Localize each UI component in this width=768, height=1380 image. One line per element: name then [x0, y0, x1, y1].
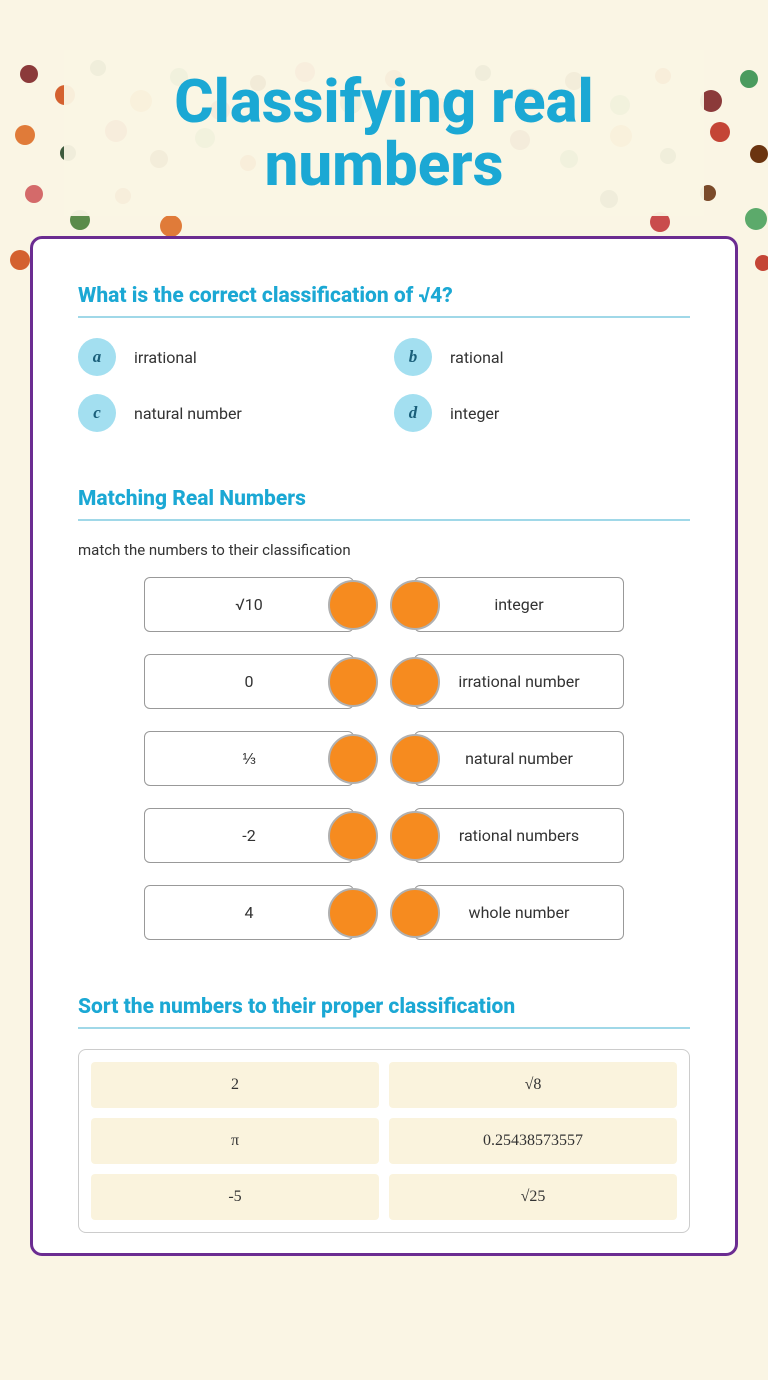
mc-option-b[interactable]: b rational — [394, 338, 690, 376]
match-left-item[interactable]: -2 — [144, 808, 354, 863]
match-connector-dot[interactable] — [328, 657, 378, 707]
match-connector-dot[interactable] — [390, 888, 440, 938]
mc-text-c: natural number — [134, 404, 242, 423]
sort-chip[interactable]: 2 — [91, 1062, 379, 1108]
match-connector-dot[interactable] — [390, 657, 440, 707]
match-right-item[interactable]: natural number — [414, 731, 624, 786]
match-connector-dot[interactable] — [328, 888, 378, 938]
match-connector-dot[interactable] — [390, 734, 440, 784]
sort-chip[interactable]: √8 — [389, 1062, 677, 1108]
mc-letter-d: d — [394, 394, 432, 432]
title-container: Classifying real numbers — [64, 50, 704, 216]
match-connector-dot[interactable] — [328, 734, 378, 784]
match-right-item[interactable]: rational numbers — [414, 808, 624, 863]
mc-text-a: irrational — [134, 348, 197, 367]
match-left-column: √10 0 ⅓ -2 4 — [144, 577, 354, 940]
match-connector-dot[interactable] — [390, 811, 440, 861]
question-1-title: What is the correct classification of √4… — [78, 284, 690, 318]
match-connector-dot[interactable] — [328, 580, 378, 630]
sort-chip[interactable]: π — [91, 1118, 379, 1164]
match-connector-dot[interactable] — [390, 580, 440, 630]
match-connector-dot[interactable] — [328, 811, 378, 861]
mc-text-d: integer — [450, 404, 499, 423]
match-left-item[interactable]: 0 — [144, 654, 354, 709]
question-3-title: Sort the numbers to their proper classif… — [78, 995, 690, 1029]
worksheet-card: What is the correct classification of √4… — [30, 236, 738, 1256]
mc-letter-a: a — [78, 338, 116, 376]
question-2-title: Matching Real Numbers — [78, 487, 690, 521]
match-right-item[interactable]: irrational number — [414, 654, 624, 709]
sort-chip[interactable]: 0.25438573557 — [389, 1118, 677, 1164]
match-left-item[interactable]: √10 — [144, 577, 354, 632]
matching-grid: √10 0 ⅓ -2 4 integer irrational number natural… — [78, 577, 690, 940]
sort-chip[interactable]: -5 — [91, 1174, 379, 1220]
mc-letter-b: b — [394, 338, 432, 376]
match-left-item[interactable]: 4 — [144, 885, 354, 940]
match-right-column: integer irrational number natural number ra… — [414, 577, 624, 940]
mc-text-b: rational — [450, 348, 504, 367]
mc-option-d[interactable]: d integer — [394, 394, 690, 432]
mc-options-grid: a irrational b rational c natural number… — [78, 338, 690, 432]
question-2-instruction: match the numbers to their classificatio… — [78, 541, 690, 559]
sort-container: 2√8π0.25438573557-5√25 — [78, 1049, 690, 1233]
mc-option-c[interactable]: c natural number — [78, 394, 374, 432]
sort-chip[interactable]: √25 — [389, 1174, 677, 1220]
mc-option-a[interactable]: a irrational — [78, 338, 374, 376]
match-left-item[interactable]: ⅓ — [144, 731, 354, 786]
page-title: Classifying real numbers — [94, 70, 674, 196]
mc-letter-c: c — [78, 394, 116, 432]
match-right-item[interactable]: integer — [414, 577, 624, 632]
match-right-item[interactable]: whole number — [414, 885, 624, 940]
